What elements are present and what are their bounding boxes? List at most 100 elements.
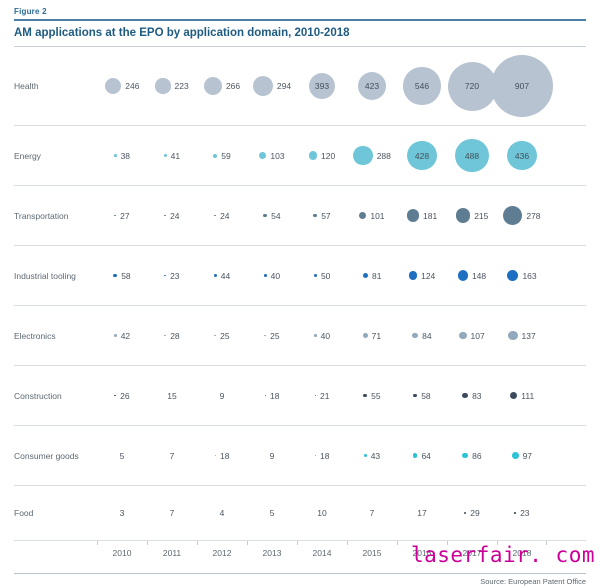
bubble <box>113 273 118 278</box>
bubble-value: 71 <box>371 330 382 341</box>
bubble: 423 <box>357 71 387 101</box>
bubble-value: 111 <box>521 390 535 401</box>
row-label: Transportation <box>14 210 69 221</box>
year-tick-label: 2010 <box>97 541 147 563</box>
bubble-value: 97 <box>522 450 533 461</box>
bubble <box>503 206 523 225</box>
bubble-cell: 488 <box>447 126 497 185</box>
bubble-value: 50 <box>320 270 331 281</box>
bubble-cell: 55 <box>347 366 397 425</box>
bubble-cell: 21 <box>297 366 347 425</box>
bubble <box>264 394 267 397</box>
bubble-value: 15 <box>167 390 177 401</box>
footer-divider <box>14 573 586 574</box>
bubble-value: 38 <box>120 150 131 161</box>
row-label: Health <box>14 81 39 91</box>
bubble <box>252 76 273 96</box>
bubble: 907 <box>491 55 553 117</box>
bubble-value: 81 <box>372 270 382 281</box>
bubble-cell: 25 <box>247 306 297 365</box>
row-label: Construction <box>14 390 62 401</box>
bubble <box>313 334 317 337</box>
bubble-cell: 163 <box>497 246 547 305</box>
bubble-value: 86 <box>472 450 482 461</box>
domain-row: Construction 26 15 9 18 21 55 58 83 111 <box>14 366 586 426</box>
bubble <box>164 334 167 337</box>
bubble-cell: 103 <box>247 126 297 185</box>
bubble-value: 58 <box>421 390 431 401</box>
bubble <box>113 154 117 157</box>
bubble-value: 223 <box>174 81 189 91</box>
header-divider <box>14 19 586 21</box>
bubble-value: 5 <box>269 508 275 518</box>
domain-row: Industrial tooling 58 23 44 40 50 81 124 148 163 <box>14 246 586 306</box>
bubble <box>308 151 317 160</box>
bubble: 436 <box>507 140 537 171</box>
bubble-cell: 393 <box>297 47 347 125</box>
bubble <box>509 391 518 400</box>
bubble-value: 107 <box>470 330 485 341</box>
bubble <box>264 334 267 337</box>
bubble <box>412 332 419 339</box>
bubble <box>259 152 267 159</box>
year-tick-label: 2011 <box>147 541 197 563</box>
bubble-value: 7 <box>169 508 175 518</box>
bubble-value: 9 <box>219 390 225 401</box>
bubble-cell: 17 <box>397 486 447 540</box>
bubble-cell: 107 <box>447 306 497 365</box>
bubble-cell: 7 <box>347 486 397 540</box>
bubble-cell: 18 <box>197 426 247 485</box>
bubble <box>313 213 318 218</box>
bubble-value: 246 <box>125 81 140 91</box>
year-tick-label: 2016 <box>397 541 447 563</box>
bubble-cell: 64 <box>397 426 447 485</box>
bubble-cell: 40 <box>247 246 297 305</box>
bubble-value: 17 <box>417 508 427 518</box>
bubble-value: 215 <box>474 210 489 221</box>
year-tick-label: 2015 <box>347 541 397 563</box>
bubble <box>359 212 367 219</box>
bubble-cell: 23 <box>497 486 547 540</box>
bubble-value: 25 <box>270 330 280 341</box>
bubble-value: 294 <box>276 81 292 91</box>
bubble <box>362 272 369 279</box>
bubble-value: 18 <box>220 450 230 461</box>
bubble-cell: 720 <box>447 47 497 125</box>
bubble <box>214 454 217 457</box>
bubble-value: 423 <box>364 80 380 91</box>
bubble-cell: 18 <box>247 366 297 425</box>
bubble-cell: 148 <box>447 246 497 305</box>
bubble-value: 266 <box>225 81 241 91</box>
bubble <box>413 393 418 398</box>
bubble-value: 42 <box>120 330 131 341</box>
bubble-cell: 24 <box>197 186 247 245</box>
bubble-cell: 81 <box>347 246 397 305</box>
bubble <box>511 452 519 459</box>
bubble-cell: 54 <box>247 186 297 245</box>
bubble-cell: 43 <box>347 426 397 485</box>
bubble <box>314 454 317 457</box>
bubble <box>113 334 117 337</box>
bubble-cell: 120 <box>297 126 347 185</box>
row-cells: 27 24 24 54 57 101 181 215 278 <box>97 186 547 245</box>
bubble-value: 44 <box>220 270 231 281</box>
bubble-value: 720 <box>464 81 480 91</box>
bubble-cell: 5 <box>247 486 297 540</box>
bubble-value: 40 <box>320 330 331 341</box>
domain-row: Consumer goods 5 7 18 9 18 43 64 86 97 <box>14 426 586 486</box>
bubble-cell: 436 <box>497 126 547 185</box>
row-label: Industrial tooling <box>14 270 76 281</box>
bubble <box>459 331 467 340</box>
watermark-text: laserfair. com <box>410 543 595 567</box>
chart-title: AM applications at the EPO by applicatio… <box>14 27 350 39</box>
figure-number-label: Figure 2 <box>14 7 47 16</box>
domain-row: Electronics 42 28 25 25 40 71 84 107 137 <box>14 306 586 366</box>
bubble <box>313 273 317 278</box>
bubble-cell: 57 <box>297 186 347 245</box>
bubble-value: 393 <box>314 81 330 91</box>
bubble-cell: 50 <box>297 246 347 305</box>
bubble-value: 103 <box>270 150 285 161</box>
bubble-value: 278 <box>526 210 541 221</box>
bubble-cell: 124 <box>397 246 447 305</box>
bubble-cell: 5 <box>97 426 147 485</box>
